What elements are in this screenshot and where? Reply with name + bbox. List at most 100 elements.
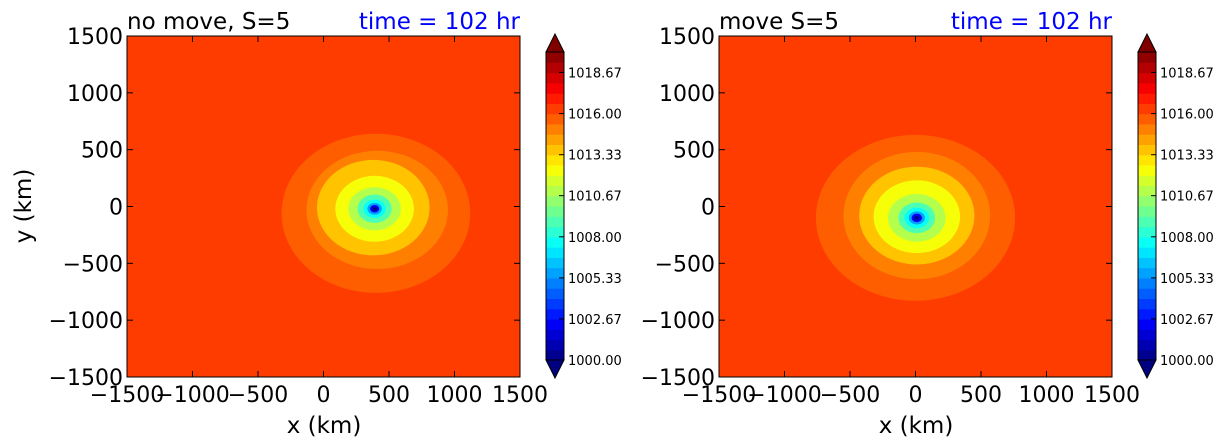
colorbar-segment — [546, 164, 564, 176]
colorbar-segment — [546, 267, 564, 279]
pressure-field — [127, 36, 520, 377]
colorbar-segment — [546, 288, 564, 299]
colorbar-segment — [546, 134, 564, 145]
colorbar-segment — [546, 93, 564, 104]
colorbar-tick-label: 1005.33 — [568, 272, 622, 287]
colorbar-segment — [1138, 206, 1156, 217]
colorbar-segment — [1138, 236, 1156, 248]
colorbar-segment — [546, 349, 564, 361]
colorbar-tick-label: 1018.67 — [568, 66, 622, 81]
colorbar-frame — [1137, 51, 1157, 361]
y-tick-label: −1500 — [641, 366, 715, 391]
y-tick-label: −500 — [63, 252, 123, 277]
colorbar-segment — [1138, 267, 1156, 279]
x-tick-label: −1500 — [90, 383, 164, 408]
y-tick-label: −1000 — [49, 309, 123, 334]
colorbar-segment — [1138, 52, 1156, 63]
contour-level — [371, 206, 378, 211]
x-tick-label: 1500 — [1084, 383, 1140, 408]
colorbar-segment — [1138, 93, 1156, 104]
x-axis-label: x (km) — [879, 413, 954, 439]
colorbar-segment — [546, 103, 564, 115]
colorbar-segment — [546, 72, 564, 84]
colorbar-segment — [546, 277, 564, 289]
colorbar-tick-label: 1000.00 — [1160, 354, 1214, 369]
x-tick-label: −500 — [228, 383, 288, 408]
y-tick-label: 500 — [81, 139, 123, 164]
colorbar-tick-label: 1016.00 — [1160, 108, 1214, 123]
x-tick-label: −1500 — [682, 383, 756, 408]
x-tick-label: 1000 — [1019, 383, 1075, 408]
colorbar-segment — [546, 298, 564, 310]
y-axis-label: y (km) — [11, 169, 37, 244]
colorbar-tick-label: 1013.33 — [568, 149, 622, 164]
y-tick-label: 500 — [673, 139, 715, 164]
colorbar-segment — [546, 216, 564, 228]
colorbar-frame — [545, 51, 565, 361]
x-tick-label: 0 — [317, 383, 331, 408]
y-tick-label: 1500 — [67, 25, 123, 50]
colorbar-segment — [1138, 247, 1156, 258]
colorbar-segment — [546, 185, 564, 197]
colorbar-segment — [1138, 195, 1156, 207]
y-tick-label: −1000 — [641, 309, 715, 334]
y-tick-label: −500 — [655, 252, 715, 277]
colorbar-segment — [546, 257, 564, 269]
colorbar-segment — [546, 123, 564, 135]
panel-title: no move, S=5 — [127, 9, 290, 35]
colorbar-segment — [546, 144, 564, 156]
colorbar-segment — [546, 195, 564, 207]
colorbar-segment — [1138, 62, 1156, 74]
colorbar-segment — [1138, 175, 1156, 187]
colorbar-tick-label: 1008.00 — [568, 231, 622, 246]
panel-title: move S=5 — [719, 9, 839, 35]
contour-level — [914, 215, 920, 220]
colorbar-move: 1018.67 1016.00 1013.33 1010.67 1008.00 1005.… — [1137, 32, 1214, 380]
colorbar-segment — [546, 308, 564, 320]
plot-area-no-move: −1500−1000−500 0 500 1000 1500150010005000−5… — [49, 25, 548, 408]
colorbar-segment — [546, 175, 564, 187]
colorbar-segment — [1138, 185, 1156, 197]
colorbar-segment — [1138, 123, 1156, 135]
colorbar-tick-label: 1010.67 — [568, 190, 622, 205]
colorbar-segment — [546, 206, 564, 217]
colorbar-no-move: 1018.67 1016.00 1013.33 1010.67 1008.00 1005.… — [545, 32, 622, 380]
plot-area-move: −1500−1000−500 0 500 1000 1500150010005000−5… — [641, 25, 1140, 408]
colorbar-segment — [546, 52, 564, 63]
colorbar-segment — [1138, 298, 1156, 310]
colorbar-segment — [1138, 308, 1156, 320]
colorbar-extend-max — [545, 32, 565, 53]
colorbar-segment — [1138, 72, 1156, 84]
colorbar-segment — [546, 339, 564, 351]
colorbar-segment — [546, 236, 564, 248]
x-tick-label: 1000 — [427, 383, 483, 408]
colorbar-segment — [1138, 134, 1156, 145]
colorbar-tick-label: 1010.67 — [1160, 190, 1214, 205]
colorbar-segment — [546, 62, 564, 74]
x-tick-label: −500 — [820, 383, 880, 408]
y-tick-label: 0 — [109, 196, 123, 221]
colorbar-segment — [1138, 103, 1156, 115]
colorbar-tick-label: 1002.67 — [568, 313, 622, 328]
colorbar-segment — [546, 226, 564, 238]
colorbar-segment — [546, 318, 564, 330]
colorbar-segment — [1138, 349, 1156, 361]
y-tick-label: 1000 — [659, 82, 715, 107]
panel-move: −1500−1000−500 0 500 1000 1500150010005000−5… — [641, 9, 1214, 439]
colorbar-segment — [1138, 339, 1156, 351]
x-tick-label: −1000 — [747, 383, 821, 408]
panel-no-move: −1500−1000−500 0 500 1000 1500150010005000−5… — [11, 9, 622, 439]
colorbar-tick-label: 1008.00 — [1160, 231, 1214, 246]
colorbar-segment — [1138, 154, 1156, 166]
colorbar-tick-label: 1013.33 — [1160, 149, 1214, 164]
y-tick-label: 1000 — [67, 82, 123, 107]
pressure-field — [719, 36, 1112, 377]
y-tick-label: 0 — [701, 196, 715, 221]
colorbar-segment — [1138, 329, 1156, 341]
x-tick-label: −1000 — [155, 383, 229, 408]
colorbar-tick-label: 1000.00 — [568, 354, 622, 369]
colorbar-tick-label: 1016.00 — [568, 108, 622, 123]
colorbar-segment — [1138, 288, 1156, 299]
colorbar-tick-label: 1018.67 — [1160, 66, 1214, 81]
